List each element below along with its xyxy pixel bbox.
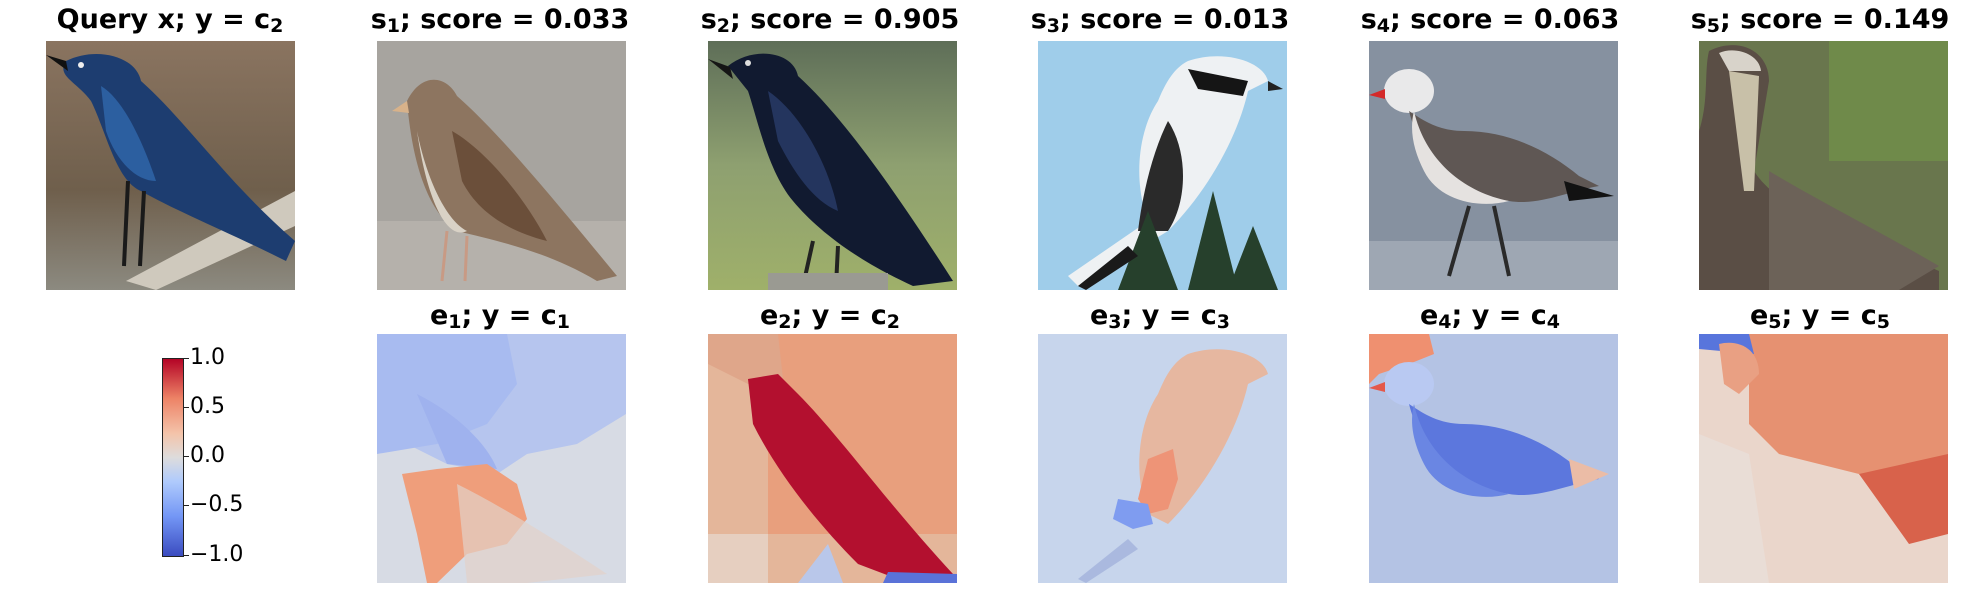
sample-5-title: s5; score = 0.149 (1690, 4, 1950, 37)
explanation-2-heatmap (708, 334, 957, 583)
colorbar-label-min: −1.0 (190, 542, 244, 567)
sample-3-image (1038, 41, 1287, 290)
explanation-1-title: e1; y = c1 (429, 300, 570, 333)
sample-1-image (377, 41, 626, 290)
colorbar-tick (183, 505, 189, 506)
colorbar-tick (183, 407, 189, 408)
sample-4-image (1369, 41, 1618, 290)
explanation-3-heatmap (1038, 334, 1287, 583)
colorbar-label-zero: 0.0 (190, 443, 225, 468)
explanation-2-title: e2; y = c2 (759, 300, 900, 333)
colorbar-label-half: 0.5 (190, 394, 225, 419)
colorbar (162, 358, 184, 557)
explanation-4-title: e4; y = c4 (1419, 300, 1560, 333)
colorbar-label-neg-half: −0.5 (190, 492, 244, 517)
sample-3-title: s3; score = 0.013 (1030, 4, 1290, 37)
query-image (46, 41, 295, 290)
explanation-3-title: e3; y = c3 (1089, 300, 1230, 333)
query-title: Query x; y = c2 (56, 4, 284, 37)
sample-1-title: s1; score = 0.033 (370, 4, 630, 37)
explanation-1-heatmap (377, 334, 626, 583)
explanation-4-heatmap (1369, 334, 1618, 583)
sample-2-title: s2; score = 0.905 (700, 4, 960, 37)
sample-2-image (708, 41, 957, 290)
colorbar-label-max: 1.0 (190, 345, 225, 370)
colorbar-tick (183, 358, 189, 359)
explanation-5-heatmap (1699, 334, 1948, 583)
sample-4-title: s4; score = 0.063 (1360, 4, 1620, 37)
colorbar-tick (183, 456, 189, 457)
sample-5-image (1699, 41, 1948, 290)
colorbar-tick (183, 555, 189, 556)
explanation-5-title: e5; y = c5 (1749, 300, 1890, 333)
